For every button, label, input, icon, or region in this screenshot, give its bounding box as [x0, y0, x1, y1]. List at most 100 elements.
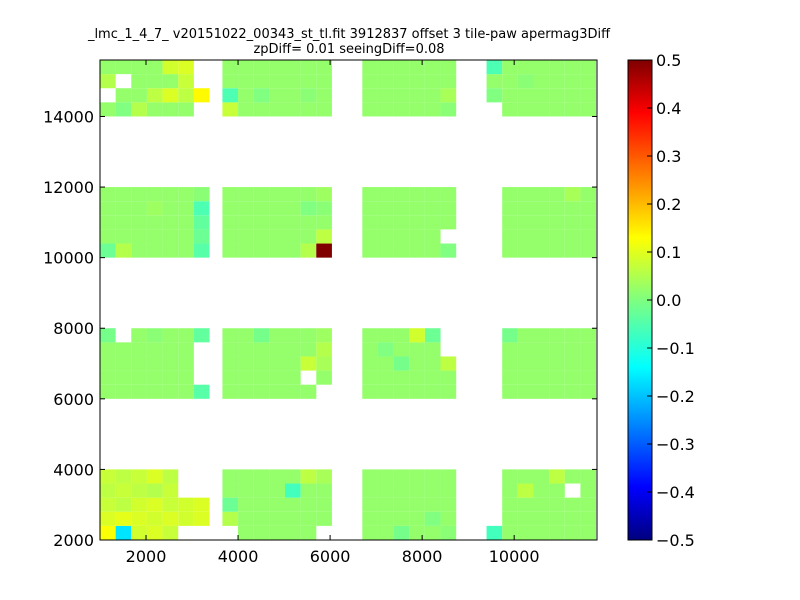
heatmap-cell: [300, 215, 317, 230]
heatmap-cell: [502, 469, 518, 484]
heatmap-cell: [580, 88, 597, 103]
heatmap-cell: [377, 525, 394, 540]
heatmap-cell: [424, 74, 441, 89]
heatmap-cell: [222, 497, 239, 512]
heatmap-cell: [424, 215, 441, 230]
heatmap-cell: [533, 215, 550, 230]
heatmap-cell: [222, 511, 239, 526]
heatmap-cell: [100, 60, 116, 75]
heatmap-cell: [377, 370, 394, 385]
heatmap-cell: [502, 525, 518, 540]
heatmap-cell: [115, 483, 132, 498]
heatmap-cell: [440, 525, 457, 540]
heatmap-cell: [409, 370, 425, 385]
heatmap-cell: [440, 243, 457, 258]
heatmap-cell: [564, 88, 581, 103]
heatmap-cell: [146, 187, 163, 202]
heatmap-cell: [100, 215, 116, 230]
heatmap-cell: [517, 483, 534, 498]
heatmap-cell: [502, 229, 518, 244]
heatmap-cell: [238, 60, 254, 75]
heatmap-cell: [533, 342, 550, 357]
heatmap-cell: [300, 60, 317, 75]
heatmap-cell: [300, 511, 317, 526]
heatmap-cell: [300, 497, 317, 512]
heatmap-cell: [178, 384, 194, 399]
heatmap-cell: [502, 215, 518, 230]
heatmap-cell: [564, 187, 581, 202]
heatmap-cell: [377, 384, 394, 399]
heatmap-cell: [377, 243, 394, 258]
heatmap-cell: [549, 525, 565, 540]
heatmap-cell: [222, 370, 239, 385]
heatmap-cell: [300, 356, 317, 371]
heatmap-cell: [100, 370, 116, 385]
heatmap-cell: [162, 215, 179, 230]
heatmap-cell: [564, 60, 581, 75]
heatmap-cell: [222, 342, 239, 357]
heatmap-cell: [549, 243, 565, 258]
heatmap-cell: [424, 102, 441, 117]
heatmap-cell: [222, 187, 239, 202]
heatmap-cell: [131, 356, 147, 371]
heatmap-cell: [393, 483, 410, 498]
heatmap-cell: [393, 187, 410, 202]
heatmap-cell: [115, 201, 132, 216]
heatmap-cell: [269, 483, 285, 498]
colorbar-tick-label: 0.1: [656, 243, 681, 262]
heatmap-cell: [269, 497, 285, 512]
heatmap-cell: [580, 483, 597, 498]
heatmap-cell: [393, 384, 410, 399]
heatmap-cell: [253, 229, 270, 244]
heatmap-cell: [362, 201, 378, 216]
heatmap-cell: [549, 384, 565, 399]
colorbar-tick-label: −0.4: [656, 483, 695, 502]
heatmap-cell: [393, 88, 410, 103]
heatmap-cell: [146, 342, 163, 357]
heatmap-cell: [549, 328, 565, 343]
heatmap-cell: [238, 469, 254, 484]
heatmap-cell: [178, 60, 194, 75]
heatmap-cell: [238, 370, 254, 385]
heatmap-cell: [238, 88, 254, 103]
heatmap-cell: [146, 511, 163, 526]
heatmap-cell: [300, 229, 317, 244]
heatmap-cell: [178, 215, 194, 230]
y-tick-label: 8000: [53, 319, 94, 338]
heatmap-cell: [115, 511, 132, 526]
heatmap-cell: [517, 356, 534, 371]
heatmap-cell: [115, 229, 132, 244]
heatmap-cell: [409, 356, 425, 371]
heatmap-cell: [238, 74, 254, 89]
heatmap-cell: [284, 102, 301, 117]
heatmap-cell: [238, 384, 254, 399]
colorbar-tick-label: −0.5: [656, 531, 695, 550]
heatmap-cell: [178, 328, 194, 343]
heatmap-cell: [564, 201, 581, 216]
heatmap-cell: [300, 243, 317, 258]
heatmap-cell: [377, 60, 394, 75]
heatmap-cell: [269, 88, 285, 103]
chart-title-line-1: _lmc_1_4_7_ v20151022_00343_st_tl.fit 39…: [87, 27, 611, 42]
heatmap-cell: [131, 229, 147, 244]
heatmap-cell: [362, 497, 378, 512]
heatmap-cell: [362, 60, 378, 75]
heatmap-cell: [253, 342, 270, 357]
heatmap-cell: [193, 187, 210, 202]
heatmap-cell: [269, 215, 285, 230]
heatmap-cell: [222, 229, 239, 244]
colorbar-tick-label: 0.0: [656, 291, 681, 310]
heatmap-cell: [316, 60, 332, 75]
heatmap-cell: [253, 60, 270, 75]
heatmap-cell: [533, 469, 550, 484]
heatmap-cell: [533, 370, 550, 385]
heatmap-cell: [146, 243, 163, 258]
heatmap-cell: [393, 74, 410, 89]
heatmap-cell: [146, 215, 163, 230]
heatmap-cell: [533, 525, 550, 540]
heatmap-cell: [393, 60, 410, 75]
heatmap-cell: [440, 102, 457, 117]
heatmap-cell: [284, 370, 301, 385]
heatmap-cell: [178, 370, 194, 385]
heatmap-cell: [316, 469, 332, 484]
